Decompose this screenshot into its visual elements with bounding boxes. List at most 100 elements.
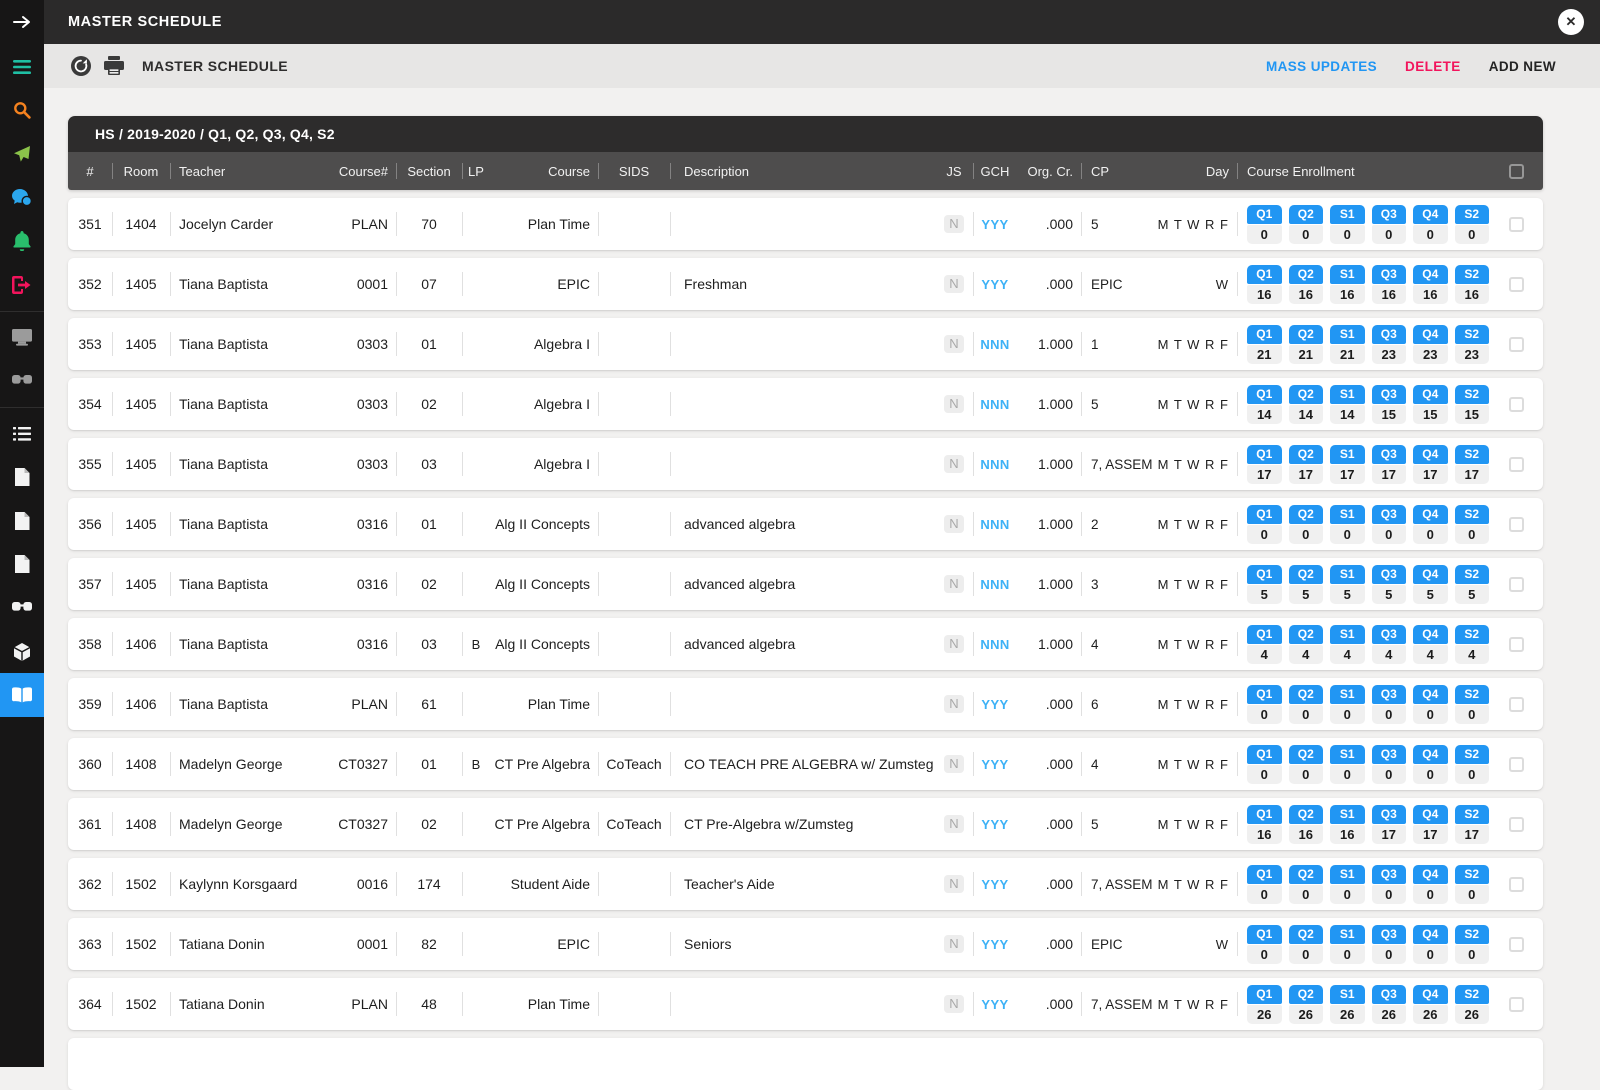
enrollment-term-q1[interactable]: Q1 0	[1247, 204, 1282, 244]
add-new-button[interactable]: ADD NEW	[1488, 58, 1556, 74]
enrollment-term-q3[interactable]: Q3 0	[1371, 504, 1406, 544]
enrollment-term-s1[interactable]: S1 21	[1330, 324, 1365, 364]
enrollment-term-s2[interactable]: S2 0	[1454, 204, 1489, 244]
table-row[interactable]: 363 1502 Tatiana Donin 0001 82 EPIC Seniors N YY…	[68, 918, 1543, 970]
sidebar-collapse-button[interactable]	[0, 0, 44, 44]
enrollment-term-q3[interactable]: Q3 5	[1371, 564, 1406, 604]
enrollment-term-s1[interactable]: S1 26	[1330, 984, 1365, 1024]
enrollment-term-q4[interactable]: Q4 0	[1413, 864, 1448, 904]
row-checkbox[interactable]	[1508, 996, 1524, 1012]
sidebar-item-bell-04[interactable]	[0, 219, 44, 263]
table-row[interactable]: 356 1405 Tiana Baptista 0316 01 Alg II Concep…	[68, 498, 1543, 550]
table-row[interactable]: 357 1405 Tiana Baptista 0316 02 Alg II Concep…	[68, 558, 1543, 610]
table-row[interactable]: 359 1406 Tiana Baptista PLAN 61 Plan Time N YYY…	[68, 678, 1543, 730]
enrollment-term-q2[interactable]: Q2 0	[1288, 684, 1323, 724]
row-checkbox[interactable]	[1508, 696, 1524, 712]
mass-updates-button[interactable]: MASS UPDATES	[1265, 58, 1378, 74]
enrollment-term-s2[interactable]: S2 5	[1454, 564, 1489, 604]
enrollment-term-s1[interactable]: S1 4	[1330, 624, 1365, 664]
enrollment-term-s2[interactable]: S2 15	[1454, 384, 1489, 424]
enrollment-term-s1[interactable]: S1 16	[1330, 264, 1365, 304]
enrollment-term-q2[interactable]: Q2 21	[1288, 324, 1323, 364]
enrollment-term-s1[interactable]: S1 0	[1330, 744, 1365, 784]
enrollment-term-s2[interactable]: S2 0	[1454, 504, 1489, 544]
enrollment-term-q2[interactable]: Q2 5	[1288, 564, 1323, 604]
row-checkbox[interactable]	[1508, 456, 1524, 472]
enrollment-term-q3[interactable]: Q3 26	[1371, 984, 1406, 1024]
enrollment-term-s1[interactable]: S1 0	[1330, 204, 1365, 244]
enrollment-term-q2[interactable]: Q2 26	[1288, 984, 1323, 1024]
enrollment-term-q3[interactable]: Q3 0	[1371, 924, 1406, 964]
table-row[interactable]: 361 1408 Madelyn George CT0327 02 CT Pre Alge…	[68, 798, 1543, 850]
row-checkbox[interactable]	[1508, 816, 1524, 832]
enrollment-term-s1[interactable]: S1 14	[1330, 384, 1365, 424]
table-row[interactable]: 362 1502 Kaylynn Korsgaard 0016 174 Student A…	[68, 858, 1543, 910]
enrollment-term-q1[interactable]: Q1 26	[1247, 984, 1282, 1024]
table-row[interactable]: 351 1404 Jocelyn Carder PLAN 70 Plan Time N YYY…	[68, 198, 1543, 250]
table-row[interactable]: 354 1405 Tiana Baptista 0303 02 Algebra I N NNN…	[68, 378, 1543, 430]
row-checkbox[interactable]	[1508, 516, 1524, 532]
sidebar-item-glasses-24[interactable]	[0, 586, 44, 630]
enrollment-term-q1[interactable]: Q1 14	[1247, 384, 1282, 424]
row-checkbox[interactable]	[1508, 336, 1524, 352]
table-row[interactable]: 360 1408 Madelyn George CT0327 01 B CT Pre Alg…	[68, 738, 1543, 790]
enrollment-term-q4[interactable]: Q4 0	[1413, 504, 1448, 544]
sidebar-item-chat-03[interactable]	[0, 176, 44, 220]
enrollment-term-s1[interactable]: S1 5	[1330, 564, 1365, 604]
enrollment-term-q2[interactable]: Q2 16	[1288, 264, 1323, 304]
refresh-button[interactable]	[70, 55, 92, 77]
enrollment-term-s2[interactable]: S2 16	[1454, 264, 1489, 304]
enrollment-term-q4[interactable]: Q4 0	[1413, 684, 1448, 724]
enrollment-term-q4[interactable]: Q4 0	[1413, 204, 1448, 244]
enrollment-term-q2[interactable]: Q2 0	[1288, 924, 1323, 964]
sidebar-item-send-02[interactable]	[0, 132, 44, 176]
delete-button[interactable]: DELETE	[1405, 58, 1461, 74]
enrollment-term-s2[interactable]: S2 0	[1454, 744, 1489, 784]
enrollment-term-s2[interactable]: S2 0	[1454, 684, 1489, 724]
row-checkbox[interactable]	[1508, 576, 1524, 592]
enrollment-term-q4[interactable]: Q4 16	[1413, 264, 1448, 304]
enrollment-term-q4[interactable]: Q4 0	[1413, 744, 1448, 784]
enrollment-term-q4[interactable]: Q4 17	[1413, 804, 1448, 844]
enrollment-term-q1[interactable]: Q1 21	[1247, 324, 1282, 364]
row-checkbox[interactable]	[1508, 396, 1524, 412]
enrollment-term-q1[interactable]: Q1 0	[1247, 924, 1282, 964]
enrollment-term-q2[interactable]: Q2 0	[1288, 204, 1323, 244]
enrollment-term-q3[interactable]: Q3 0	[1371, 204, 1406, 244]
sidebar-item-cube-25[interactable]	[0, 630, 44, 674]
enrollment-term-s1[interactable]: S1 16	[1330, 804, 1365, 844]
enrollment-term-q1[interactable]: Q1 0	[1247, 684, 1282, 724]
row-checkbox[interactable]	[1508, 756, 1524, 772]
sidebar-item-menu-00[interactable]	[0, 45, 44, 89]
row-checkbox[interactable]	[1508, 276, 1524, 292]
enrollment-term-q2[interactable]: Q2 4	[1288, 624, 1323, 664]
sidebar-item-file-22[interactable]	[0, 499, 44, 543]
enrollment-term-q3[interactable]: Q3 0	[1371, 684, 1406, 724]
enrollment-term-s1[interactable]: S1 0	[1330, 504, 1365, 544]
enrollment-term-s2[interactable]: S2 0	[1454, 864, 1489, 904]
enrollment-term-q3[interactable]: Q3 4	[1371, 624, 1406, 664]
enrollment-term-q4[interactable]: Q4 0	[1413, 924, 1448, 964]
enrollment-term-s1[interactable]: S1 17	[1330, 444, 1365, 484]
row-checkbox[interactable]	[1508, 936, 1524, 952]
enrollment-term-q1[interactable]: Q1 0	[1247, 864, 1282, 904]
table-row[interactable]: 358 1406 Tiana Baptista 0316 03 B Alg II Conce…	[68, 618, 1543, 670]
enrollment-term-s1[interactable]: S1 0	[1330, 684, 1365, 724]
enrollment-term-q1[interactable]: Q1 4	[1247, 624, 1282, 664]
enrollment-term-q1[interactable]: Q1 16	[1247, 264, 1282, 304]
row-checkbox[interactable]	[1508, 876, 1524, 892]
enrollment-term-s2[interactable]: S2 0	[1454, 924, 1489, 964]
enrollment-term-q4[interactable]: Q4 15	[1413, 384, 1448, 424]
enrollment-term-q2[interactable]: Q2 14	[1288, 384, 1323, 424]
enrollment-term-s2[interactable]: S2 17	[1454, 444, 1489, 484]
enrollment-term-q1[interactable]: Q1 16	[1247, 804, 1282, 844]
enrollment-term-q4[interactable]: Q4 23	[1413, 324, 1448, 364]
enrollment-term-s2[interactable]: S2 17	[1454, 804, 1489, 844]
enrollment-term-s1[interactable]: S1 0	[1330, 864, 1365, 904]
enrollment-term-q2[interactable]: Q2 17	[1288, 444, 1323, 484]
enrollment-term-q2[interactable]: Q2 0	[1288, 504, 1323, 544]
table-row[interactable]: 355 1405 Tiana Baptista 0303 03 Algebra I N NNN…	[68, 438, 1543, 490]
enrollment-term-q3[interactable]: Q3 0	[1371, 744, 1406, 784]
enrollment-term-q4[interactable]: Q4 17	[1413, 444, 1448, 484]
enrollment-term-q1[interactable]: Q1 0	[1247, 744, 1282, 784]
